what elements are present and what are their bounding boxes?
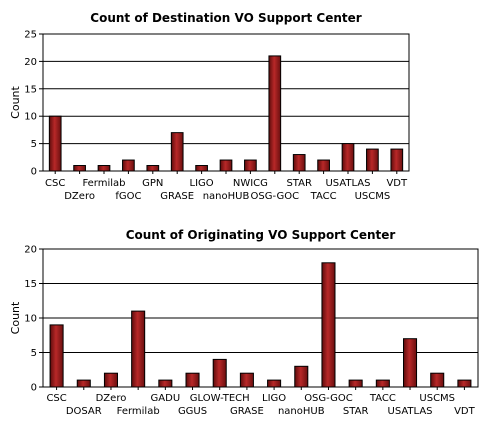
x-tick-label: fGOC	[115, 191, 141, 202]
x-tick-label: CSC	[46, 393, 66, 404]
x-tick-label: LIGO	[190, 178, 214, 189]
x-tick-label: DZero	[96, 393, 127, 404]
bar	[244, 159, 257, 172]
bar	[185, 372, 200, 388]
x-tick-label: USATLAS	[388, 406, 433, 417]
y-tick-label: 5	[31, 348, 37, 359]
bar	[267, 379, 282, 388]
x-tick-label: TACC	[369, 393, 396, 404]
x-tick-label: CSC	[45, 178, 65, 189]
bar	[341, 143, 355, 172]
bar	[76, 379, 91, 388]
chart-title: Count of Destination VO Support Center	[90, 11, 362, 25]
bar	[317, 159, 330, 172]
bar	[158, 379, 173, 388]
y-axis-label: Count	[9, 85, 22, 118]
bar	[103, 372, 118, 388]
y-tick-label: 0	[31, 383, 37, 394]
y-tick-label: 0	[31, 167, 37, 178]
x-tick-label: GGUS	[178, 406, 207, 417]
x-tick-label: TACC	[310, 191, 337, 202]
bar	[321, 262, 336, 388]
bar	[49, 324, 64, 388]
y-tick-label: 10	[24, 112, 37, 123]
bar	[146, 165, 160, 172]
bar	[195, 165, 208, 172]
x-tick-label: USCMS	[419, 393, 455, 404]
bar	[294, 365, 309, 388]
x-tick-label: GPN	[142, 178, 163, 189]
x-tick-label: DOSAR	[66, 406, 102, 417]
x-tick-label: GADU	[151, 393, 181, 404]
x-tick-label: LIGO	[262, 393, 286, 404]
bar	[268, 55, 282, 172]
x-tick-label: STAR	[286, 178, 312, 189]
x-tick-label: OSG-GOC	[251, 191, 300, 202]
y-axis-label: Count	[9, 301, 22, 334]
x-tick-label: NWICG	[233, 178, 268, 189]
y-tick-label: 20	[24, 57, 37, 68]
y-tick-label: 25	[24, 30, 37, 41]
x-tick-label: STAR	[343, 406, 369, 417]
bar	[375, 379, 390, 388]
bar	[212, 358, 227, 388]
bar	[239, 372, 254, 388]
bar	[292, 154, 306, 172]
bar	[97, 165, 111, 172]
bar	[366, 148, 379, 172]
x-tick-label: nanoHUB	[278, 406, 325, 417]
bar	[122, 159, 135, 172]
x-tick-label: USCMS	[355, 191, 391, 202]
y-tick-label: 15	[24, 84, 37, 95]
x-tick-label: GLOW-TECH	[190, 393, 250, 404]
bar	[403, 338, 418, 388]
x-tick-label: OSG-GOC	[304, 393, 353, 404]
x-tick-label: Fermilab	[82, 178, 125, 189]
y-tick-label: 20	[24, 245, 37, 256]
bar	[170, 132, 184, 172]
y-tick-label: 15	[24, 279, 37, 290]
y-tick-label: 5	[31, 139, 37, 150]
chart-title: Count of Originating VO Support Center	[126, 228, 396, 242]
x-tick-label: VDT	[386, 178, 408, 189]
bar	[430, 372, 445, 388]
destination-chart: Count of Destination VO Support Center Co…	[9, 11, 410, 202]
bar	[48, 115, 62, 172]
bar	[457, 379, 472, 388]
bar	[131, 310, 146, 388]
x-tick-label: GRASE	[230, 406, 264, 417]
plot-frame	[42, 248, 479, 388]
plot-frame	[42, 33, 410, 172]
originating-chart: Count of Originating VO Support Center Co…	[9, 228, 479, 417]
x-tick-label: GRASE	[160, 191, 194, 202]
x-tick-label: nanoHUB	[203, 191, 250, 202]
x-tick-label: DZero	[64, 191, 95, 202]
y-tick-label: 10	[24, 314, 37, 325]
x-tick-label: VDT	[454, 406, 476, 417]
bar	[390, 148, 404, 172]
x-tick-label: Fermilab	[117, 406, 160, 417]
bar	[219, 159, 233, 172]
bar	[73, 165, 86, 172]
bar	[348, 379, 363, 388]
x-tick-label: USATLAS	[325, 178, 370, 189]
